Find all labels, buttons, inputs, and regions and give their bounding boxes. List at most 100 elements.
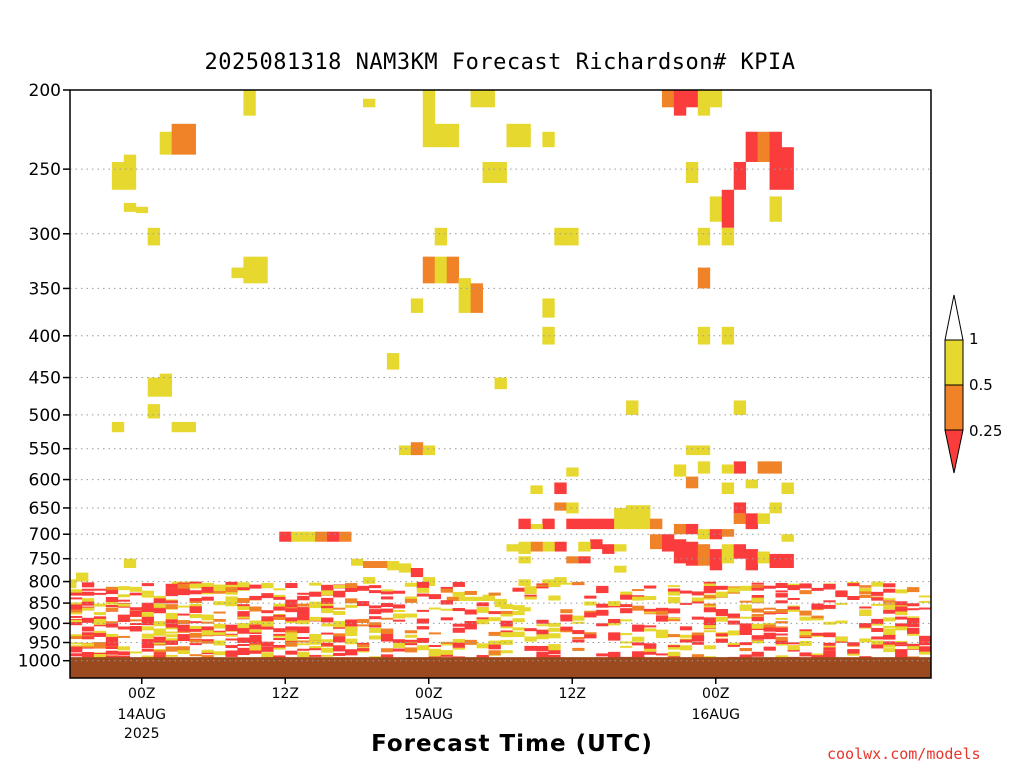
noise-cell bbox=[536, 645, 549, 651]
noise-cell bbox=[285, 583, 298, 589]
heatmap-cell bbox=[123, 202, 137, 212]
noise-cell bbox=[919, 641, 931, 646]
noise-cell bbox=[93, 620, 107, 625]
noise-cell bbox=[201, 582, 214, 587]
noise-cell bbox=[644, 648, 657, 652]
noise-cell bbox=[81, 634, 95, 639]
noise-cell bbox=[404, 582, 418, 587]
heatmap-cell bbox=[362, 561, 376, 569]
noise-cell bbox=[153, 640, 166, 643]
noise-cell bbox=[895, 642, 908, 645]
noise-cell bbox=[572, 615, 585, 621]
noise-cell bbox=[895, 610, 908, 615]
noise-cell bbox=[237, 616, 250, 619]
noise-cell bbox=[632, 624, 645, 629]
noise-cell bbox=[847, 653, 860, 656]
heatmap-cell bbox=[410, 298, 424, 313]
noise-cell bbox=[165, 591, 178, 597]
noise-cell bbox=[213, 618, 226, 621]
noise-cell bbox=[81, 626, 95, 630]
noise-cell bbox=[165, 654, 178, 657]
y-tick-label: 850 bbox=[29, 594, 61, 614]
noise-cell bbox=[667, 619, 681, 622]
noise-cell bbox=[823, 649, 836, 652]
noise-cell bbox=[81, 601, 95, 606]
noise-cell bbox=[261, 646, 274, 652]
noise-cell bbox=[524, 586, 537, 591]
heatmap-cell bbox=[446, 256, 460, 284]
noise-cell bbox=[751, 582, 764, 585]
heatmap-cell bbox=[530, 541, 543, 552]
noise-cell bbox=[70, 611, 83, 615]
noise-cell bbox=[70, 602, 83, 606]
noise-cell bbox=[165, 634, 178, 638]
noise-cell bbox=[309, 633, 322, 637]
noise-cell bbox=[129, 628, 143, 632]
noise-cell bbox=[213, 584, 226, 587]
heatmap-cell bbox=[183, 123, 196, 155]
noise-cell bbox=[775, 595, 788, 598]
noise-cell bbox=[811, 632, 824, 636]
noise-cell bbox=[644, 608, 657, 611]
noise-cell bbox=[93, 592, 107, 595]
heatmap-cell bbox=[111, 161, 125, 190]
noise-cell bbox=[141, 620, 155, 624]
noise-cell bbox=[799, 633, 812, 638]
noise-cell bbox=[739, 606, 752, 611]
noise-cell bbox=[105, 655, 119, 658]
noise-cell bbox=[476, 602, 489, 607]
noise-cell bbox=[261, 641, 274, 647]
noise-cell bbox=[883, 631, 896, 636]
heatmap-cell bbox=[374, 561, 388, 569]
noise-cell bbox=[883, 634, 896, 640]
heatmap-cell bbox=[697, 227, 711, 246]
noise-cell bbox=[141, 616, 155, 622]
noise-cell bbox=[213, 586, 226, 592]
noise-cell bbox=[297, 626, 310, 632]
heatmap-cell bbox=[721, 189, 735, 228]
noise-cell bbox=[763, 635, 776, 640]
noise-cell bbox=[225, 600, 238, 605]
noise-cell bbox=[440, 654, 453, 657]
heatmap-cell bbox=[147, 227, 161, 246]
noise-cell bbox=[70, 636, 83, 640]
heatmap-cell bbox=[757, 461, 770, 474]
noise-cell bbox=[775, 636, 788, 641]
noise-cell bbox=[883, 641, 896, 646]
noise-cell bbox=[189, 598, 202, 602]
heatmap-cell bbox=[446, 123, 460, 148]
noise-cell bbox=[416, 581, 430, 587]
y-tick-label: 750 bbox=[29, 550, 61, 570]
noise-cell bbox=[679, 639, 693, 643]
noise-cell bbox=[153, 654, 166, 659]
noise-cell bbox=[189, 590, 202, 595]
noise-cell bbox=[105, 636, 119, 642]
noise-cell bbox=[129, 651, 143, 654]
noise-cell bbox=[440, 608, 453, 611]
noise-cell bbox=[452, 627, 465, 633]
noise-cell bbox=[297, 651, 310, 657]
noise-cell bbox=[751, 613, 764, 616]
noise-cell bbox=[500, 639, 513, 645]
noise-cell bbox=[117, 614, 131, 617]
noise-cell bbox=[584, 634, 597, 639]
noise-cell bbox=[177, 582, 190, 585]
noise-cell bbox=[440, 650, 453, 656]
noise-cell bbox=[213, 611, 226, 614]
noise-cell bbox=[464, 625, 477, 630]
heatmap-cell bbox=[721, 227, 735, 246]
noise-cell bbox=[81, 617, 95, 623]
noise-cell bbox=[213, 623, 226, 628]
noise-cell bbox=[620, 645, 633, 648]
noise-cell bbox=[177, 587, 190, 593]
noise-cell bbox=[703, 586, 717, 592]
noise-cell bbox=[357, 601, 370, 607]
noise-cell bbox=[141, 612, 155, 615]
noise-cell bbox=[847, 595, 860, 600]
noise-cell bbox=[488, 650, 501, 654]
noise-cell bbox=[237, 613, 250, 617]
heatmap-cell bbox=[769, 131, 782, 190]
noise-cell bbox=[345, 587, 358, 592]
noise-cell bbox=[105, 601, 119, 605]
noise-cell bbox=[644, 595, 657, 600]
